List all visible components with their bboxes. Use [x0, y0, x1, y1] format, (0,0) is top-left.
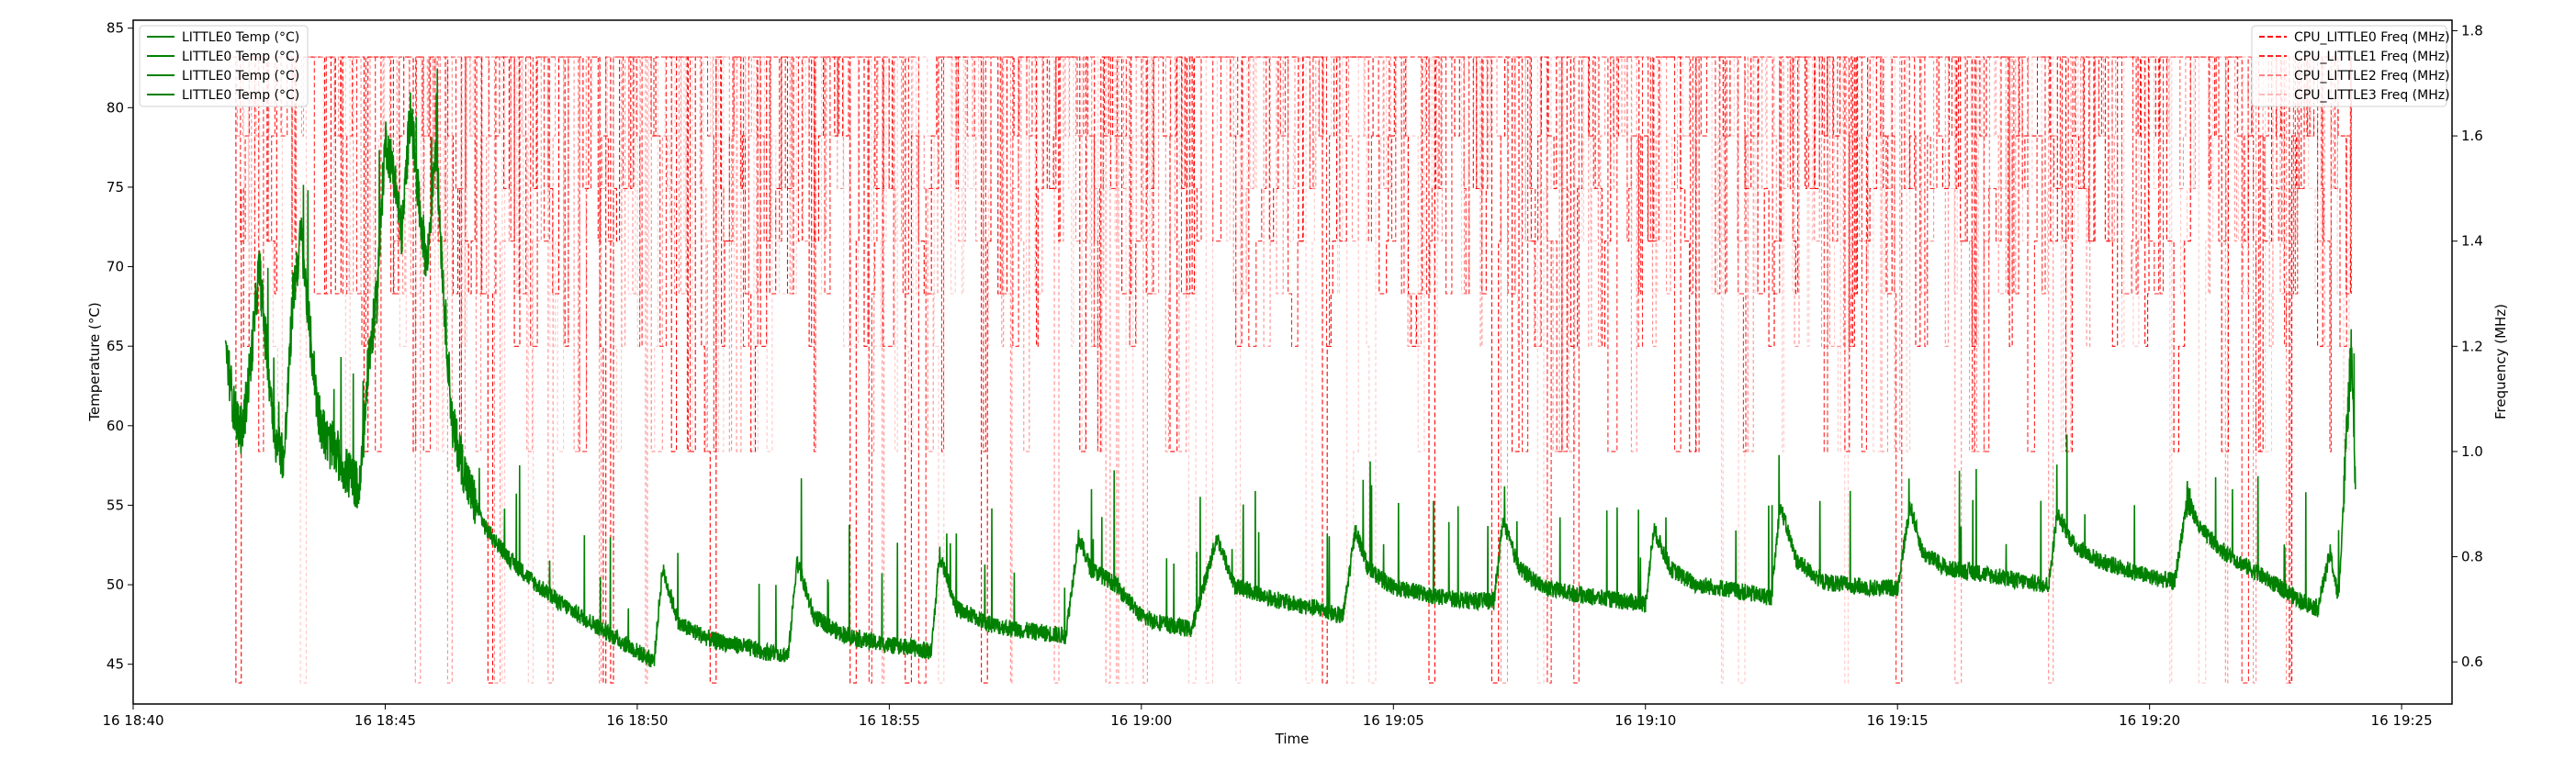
legend-left-entry-3: LITTLE0 Temp (°C)	[182, 88, 299, 103]
y-right-tick-label: 1.2	[2461, 338, 2483, 354]
x-tick-label: 16 18:45	[354, 712, 416, 729]
x-tick-label: 16 18:50	[606, 712, 668, 729]
legend-right-entry-0: CPU_LITTLE0 Freq (MHz)	[2294, 30, 2450, 45]
legend-left-entry-1: LITTLE0 Temp (°C)	[182, 50, 299, 64]
x-tick-label: 16 18:55	[859, 712, 920, 729]
legend-left-box	[139, 25, 309, 107]
y-right-tick-label: 0.6	[2461, 654, 2483, 670]
x-tick-label: 16 18:40	[102, 712, 163, 729]
y-left-tick-label: 45	[107, 656, 124, 673]
y-axis-left-label: Temperature (°C)	[86, 302, 103, 421]
y-left-tick-label: 65	[107, 338, 124, 354]
legend-left: LITTLE0 Temp (°C) LITTLE0 Temp (°C) LITT…	[139, 25, 309, 107]
y-axis-right: 0.6 0.8 1.0 1.2 1.4 1.6 1.8	[2452, 22, 2483, 670]
x-tick-label: 16 19:05	[1363, 712, 1424, 729]
x-axis: 16 18:40 16 18:45 16 18:50 16 18:55 16 19:00…	[102, 704, 2433, 729]
x-tick-label: 16 19:10	[1614, 712, 1676, 729]
y-right-tick-label: 1.8	[2461, 22, 2483, 39]
plot-frame	[132, 19, 2453, 705]
x-tick-label: 16 19:00	[1110, 712, 1172, 729]
legend-left-entry-2: LITTLE0 Temp (°C)	[182, 69, 299, 84]
y-left-tick-label: 75	[107, 179, 124, 196]
y-right-tick-label: 1.4	[2461, 233, 2483, 250]
y-left-tick-label: 55	[107, 497, 124, 513]
legend-right-entry-3: CPU_LITTLE3 Freq (MHz)	[2294, 88, 2450, 103]
freq-series-line-3	[225, 56, 2352, 684]
y-right-tick-label: 1.6	[2461, 128, 2483, 144]
temp-series-line	[224, 68, 2357, 668]
y-axis-right-label: Frequency (MHz)	[2492, 304, 2509, 419]
y-axis-left: 45 50 55 60 65 70 75 80 85	[107, 20, 133, 673]
x-tick-label: 16 19:15	[1867, 712, 1929, 729]
frequency-series-layer	[225, 56, 2352, 684]
y-right-tick-label: 0.8	[2461, 549, 2483, 565]
x-axis-label: Time	[1275, 731, 1310, 747]
legend-right: CPU_LITTLE0 Freq (MHz) CPU_LITTLE1 Freq …	[2251, 25, 2450, 107]
legend-right-entry-2: CPU_LITTLE2 Freq (MHz)	[2294, 69, 2450, 84]
y-left-tick-label: 50	[107, 576, 124, 593]
legend-left-entry-0: LITTLE0 Temp (°C)	[182, 30, 299, 45]
y-right-tick-label: 1.0	[2461, 443, 2483, 460]
legend-right-entry-1: CPU_LITTLE1 Freq (MHz)	[2294, 50, 2450, 64]
y-left-tick-label: 85	[107, 20, 124, 37]
temperature-series-layer	[224, 68, 2357, 668]
legend-right-box	[2251, 25, 2447, 107]
y-left-tick-label: 60	[107, 418, 124, 434]
x-tick-label: 16 19:25	[2371, 712, 2433, 729]
y-left-tick-label: 80	[107, 99, 124, 116]
y-left-tick-label: 70	[107, 259, 124, 275]
x-tick-label: 16 19:20	[2119, 712, 2180, 729]
